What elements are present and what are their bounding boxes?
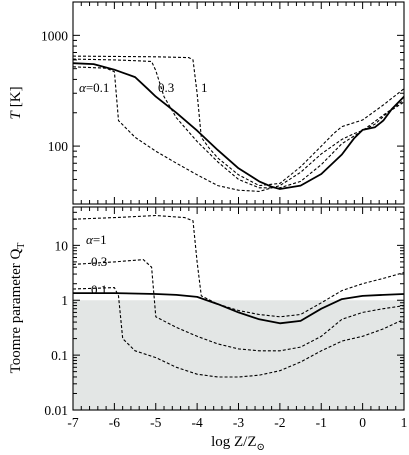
top-y-tick-label: 100	[48, 139, 69, 154]
bottom-y-tick-label: 10	[55, 238, 69, 253]
bottom-x-tick-label: -1	[316, 415, 327, 430]
bottom-y-axis-title: Toomre parameter QT	[8, 243, 27, 374]
bottom-axes: 0.01 0.1 1 10 -7 -6 -5 -4 -3 -2 -1 0 1	[44, 206, 408, 430]
bottom-y-tick-label: 1	[61, 293, 68, 308]
bottom-shaded-region	[73, 300, 404, 410]
bottom-x-tick-label: -7	[67, 415, 78, 430]
top-y-tick-label: 1000	[41, 28, 68, 43]
alpha-symbol: α	[86, 232, 94, 247]
bottom-x-tick-label: -2	[274, 415, 285, 430]
top-panel-frame	[72, 1, 405, 205]
bottom-y-tick-label: 0.01	[44, 403, 68, 418]
top-y-axis-title: T [K]	[8, 86, 24, 119]
x-axis-title: log Z/Z⊙	[211, 434, 265, 453]
bottom-annotation-alpha-1: α=1	[86, 232, 107, 247]
top-annotation-0-3: 0.3	[158, 80, 174, 95]
bottom-series-1-dashed	[72, 214, 405, 318]
bottom-x-tick-label: -5	[150, 415, 161, 430]
bottom-plot-area	[72, 214, 405, 410]
bottom-y-axis-title-main: Toomre parameter Q	[8, 249, 24, 374]
top-y-axis-title-unit: [K]	[8, 86, 24, 107]
bottom-series-0-solid	[73, 292, 405, 325]
top-plot-area	[72, 55, 405, 192]
bottom-annotation-0-3: 0.3	[91, 254, 107, 269]
alpha-symbol: α	[79, 80, 87, 95]
top-series-3-dashed	[72, 66, 405, 192]
bottom-x-tick-label: -6	[109, 415, 120, 430]
bottom-y-axis-title-sub: T	[16, 243, 27, 249]
bottom-y-tick-label: 0.1	[51, 348, 68, 363]
bottom-panel: 0.01 0.1 1 10 -7 -6 -5 -4 -3 -2 -1 0 1 Toomre parame…	[8, 206, 408, 453]
top-series-2-dashed	[72, 55, 405, 187]
top-annotation-1: 1	[201, 80, 208, 95]
bottom-x-tick-label: 0	[359, 415, 366, 430]
x-axis-title-main: log Z/Z	[211, 434, 256, 450]
bottom-annotation-0-1: 0.1	[91, 282, 107, 297]
top-series-0-solid	[72, 62, 405, 190]
top-annotation-alpha-0-1: α=0.1	[79, 80, 109, 95]
x-axis-title-sub: ⊙	[257, 442, 265, 453]
top-axes: 100 1000	[41, 1, 405, 205]
bottom-series-3-dashed	[72, 287, 405, 378]
bottom-x-tick-label: 1	[401, 415, 408, 430]
top-y-axis-title-symbol: T	[8, 110, 24, 120]
bottom-series-2-dashed	[72, 259, 405, 352]
bottom-x-tick-label: -3	[233, 415, 244, 430]
bottom-x-tick-label: -4	[192, 415, 203, 430]
top-panel: 100 1000 T [K] α=0.1 0.3 1	[8, 1, 405, 205]
